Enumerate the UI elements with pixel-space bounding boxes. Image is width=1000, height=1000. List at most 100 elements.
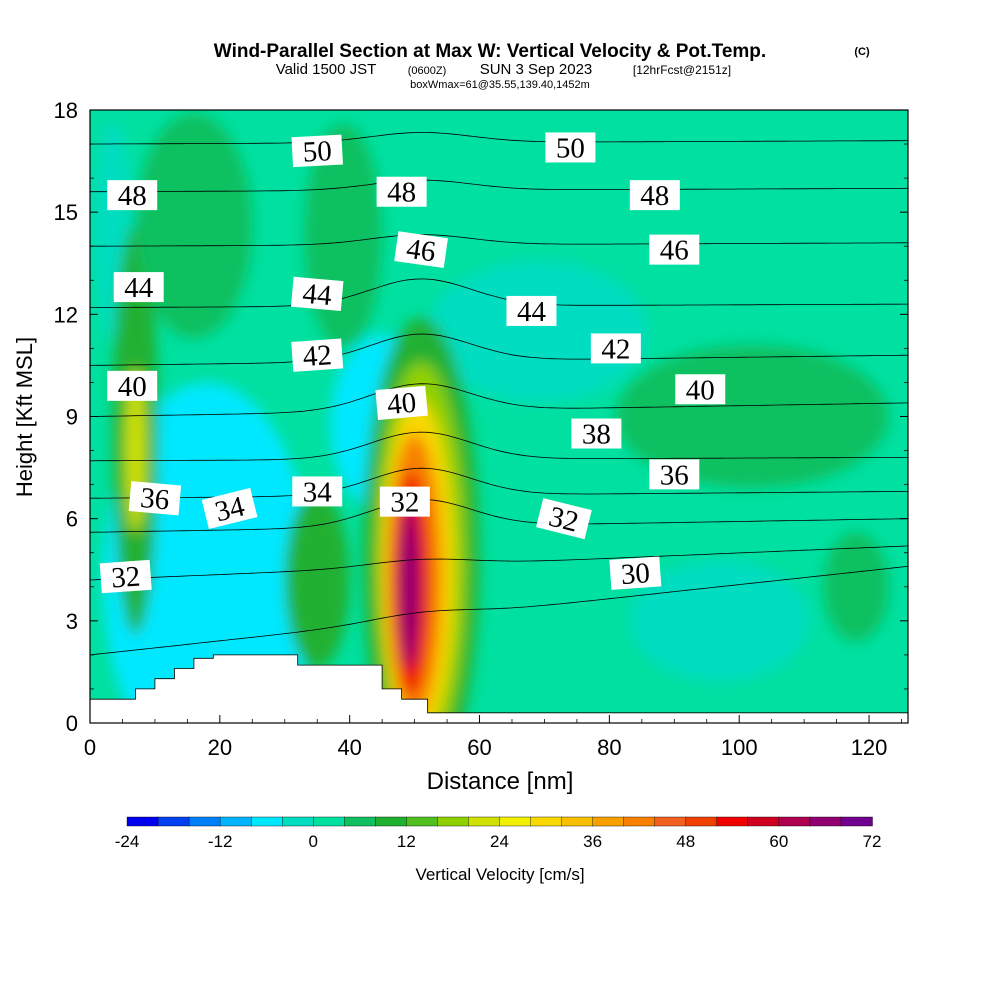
svg-text:46: 46: [404, 233, 437, 269]
svg-text:36: 36: [660, 459, 689, 491]
theta-label: 40: [375, 385, 428, 421]
theta-contour-30: [90, 565, 908, 656]
colorbar-swatch: [654, 816, 687, 827]
colorbar-swatch: [282, 816, 314, 827]
theta-label: 30: [609, 556, 662, 591]
subtitle-date: SUN 3 Sep 2023: [480, 61, 593, 78]
x-tick-label: 40: [337, 735, 361, 760]
colorbar-swatch: [313, 816, 345, 827]
potential-temperature-contours: [90, 132, 908, 656]
box-info: boxWmax=61@35.55,139.40,1452m: [410, 79, 590, 91]
svg-text:48: 48: [118, 180, 147, 212]
chart-title-mark: (C): [854, 46, 870, 58]
svg-text:48: 48: [640, 180, 669, 212]
colorbar-swatch: [840, 816, 873, 827]
theta-label: 44: [506, 295, 557, 328]
svg-text:40: 40: [118, 371, 147, 403]
colorbar-swatch: [685, 816, 718, 827]
colorbar-swatch: [778, 816, 811, 827]
theta-label: 48: [107, 180, 158, 212]
theta-contour-44: [90, 278, 908, 308]
svg-text:40: 40: [386, 387, 418, 421]
colorbar-tick-label: 72: [863, 832, 882, 851]
x-tick-label: 120: [851, 735, 888, 760]
subtitle-forecast: [12hrFcst@2151z]: [633, 63, 731, 77]
colorbar-swatch: [437, 816, 470, 827]
plot-area: 30 32 32 32 34 34 36 36 38 40 40 40 42 42 44 44 44 46 46 48…: [89, 109, 909, 724]
theta-label: 46: [394, 231, 448, 269]
theta-label: 42: [590, 333, 641, 365]
svg-text:30: 30: [620, 557, 651, 591]
x-tick-label: 0: [84, 735, 96, 760]
theta-label: 48: [376, 176, 427, 209]
theta-label: 50: [545, 132, 596, 164]
svg-text:40: 40: [686, 374, 715, 406]
colorbar-swatch: [406, 816, 439, 827]
colorbar-swatch: [126, 816, 159, 827]
x-tick-label: 100: [721, 735, 758, 760]
theta-label: 44: [113, 272, 164, 304]
theta-contour-46: [90, 234, 908, 247]
colorbar-swatch: [561, 816, 594, 827]
svg-text:44: 44: [301, 278, 333, 312]
colorbar-label: Vertical Velocity [cm/s]: [415, 865, 584, 884]
colorbar-tick-label: -24: [115, 832, 140, 851]
subtitle-utc: (0600Z): [408, 65, 447, 77]
theta-label: 38: [571, 418, 622, 451]
velocity-cell-4: [427, 259, 649, 403]
colorbar-swatch: [592, 816, 625, 827]
colorbar-tick-label: 36: [583, 832, 602, 851]
x-tick-label: 80: [597, 735, 621, 760]
theta-contour-42: [90, 333, 908, 366]
svg-text:36: 36: [139, 482, 171, 516]
colorbar-tick-label: 48: [676, 832, 695, 851]
subtitle-valid: Valid 1500 JST: [276, 61, 377, 78]
theta-label: 32: [99, 559, 152, 595]
colorbar-swatch: [219, 816, 252, 827]
svg-text:48: 48: [387, 177, 416, 209]
x-tick-label: 20: [208, 735, 232, 760]
colorbar-tick-label: 12: [397, 832, 416, 851]
theta-label: 36: [128, 481, 182, 516]
colorbar: -24 -12 0 12 24 36 48 60 72: [115, 816, 882, 851]
colorbar-swatch: [157, 816, 190, 827]
theta-label: 50: [291, 134, 343, 169]
theta-contour-48: [90, 179, 908, 193]
y-tick-label: 0: [66, 711, 78, 736]
colorbar-swatch: [809, 816, 842, 827]
colorbar-tick-label: 60: [769, 832, 788, 851]
y-tick-label: 15: [54, 200, 78, 225]
svg-text:44: 44: [517, 296, 547, 328]
theta-label: 40: [107, 370, 158, 403]
potential-temperature-labels: 30 32 32 32 34 34 36 36 38 40 40 40 42 42 44 44 44 46 46 48…: [99, 132, 726, 595]
colorbar-tick-label: -12: [208, 832, 233, 851]
colorbar-swatch: [623, 816, 656, 827]
svg-text:46: 46: [660, 235, 689, 267]
y-tick-label: 18: [54, 98, 78, 123]
chart-title: Wind-Parallel Section at Max W: Vertical…: [214, 41, 766, 62]
terrain: [89, 654, 909, 724]
y-axis-label: Height [Kft MSL]: [12, 337, 37, 497]
y-tick-label: 12: [54, 302, 78, 327]
vertical-velocity-field: [93, 113, 889, 723]
theta-label: 36: [649, 459, 700, 491]
svg-text:50: 50: [556, 132, 585, 164]
colorbar-swatch: [344, 816, 377, 827]
theta-label: 34: [292, 476, 343, 508]
theta-label: 32: [536, 498, 592, 540]
velocity-cell-13: [823, 532, 889, 642]
theta-contour-38: [90, 431, 908, 462]
theta-label: 42: [291, 338, 344, 373]
theta-label: 46: [649, 234, 700, 267]
colorbar-swatch: [375, 816, 408, 827]
theta-label: 48: [629, 180, 680, 212]
chart-subtitle: Valid 1500 JST (0600Z) SUN 3 Sep 2023 [1…: [276, 61, 731, 78]
y-tick-label: 6: [66, 507, 78, 532]
theta-label: 34: [201, 487, 258, 530]
colorbar-swatch: [250, 816, 283, 827]
colorbar-swatch: [716, 816, 749, 827]
velocity-cell-11: [284, 491, 350, 669]
theta-contour-50: [90, 132, 908, 145]
svg-text:42: 42: [302, 339, 333, 373]
